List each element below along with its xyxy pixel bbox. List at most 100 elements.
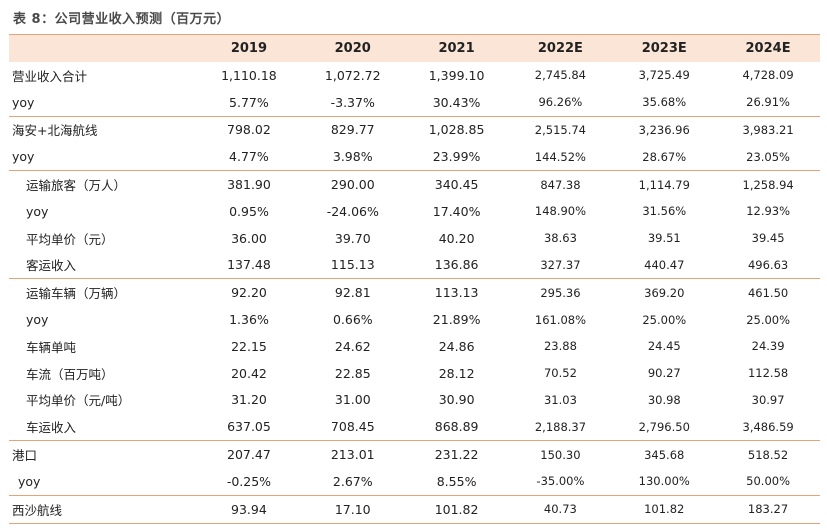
table-cell: 3,725.49: [638, 68, 690, 83]
table-cell: 290.00: [330, 177, 375, 193]
table-cell: 28.67%: [642, 149, 687, 164]
row-label: 运输车辆（万辆）: [26, 286, 127, 302]
table-cell: -24.06%: [326, 203, 379, 219]
table-cell: 12.93%: [746, 204, 791, 219]
table-cell: 829.77: [330, 122, 375, 138]
row-label: yoy: [12, 94, 35, 110]
table-cell: 90.27: [647, 366, 681, 381]
table-cell: 4,728.09: [742, 68, 794, 83]
header-cell-2023e: 2023E: [641, 41, 687, 56]
table-row: yoy 1.36% 0.66% 21.89% 161.08% 25.00% 25.00%: [9, 306, 820, 333]
table-cell: 144.52%: [534, 149, 586, 164]
table-cell: 213.01: [330, 447, 375, 463]
table-cell: 22.85: [334, 365, 371, 381]
table-cell: 30.97: [751, 392, 785, 407]
table-cell: 40.20: [438, 230, 475, 246]
table-title: 表 8：公司营业收入预测（百万元）: [13, 12, 231, 27]
table-row: 平均单价（元/吨） 31.20 31.00 30.90 31.03 30.98 30.97: [9, 387, 820, 414]
table-cell: 93.94: [231, 501, 267, 517]
row-label: yoy: [26, 203, 49, 219]
table-cell: 637.05: [227, 419, 271, 435]
table-cell: 8.55%: [436, 473, 477, 489]
table-cell: 207.47: [227, 447, 271, 463]
table-row: 西沙航线 93.94 17.10 101.82 40.73 101.82 183.27: [9, 494, 820, 524]
table-cell: 1,028.85: [428, 122, 485, 138]
table-cell: 113.13: [434, 285, 479, 301]
table-header-row: 2019 2020 2021 2022E 2023E 2024E: [9, 35, 820, 62]
table-cell: 327.37: [540, 257, 581, 272]
table-cell: 0.95%: [229, 203, 269, 219]
table-cell: 1,110.18: [221, 67, 277, 83]
table-cell: 518.52: [747, 447, 789, 462]
table-cell: 31.20: [231, 392, 267, 408]
table-row: yoy 4.77% 3.98% 23.99% 144.52% 28.67% 23.05%: [9, 143, 820, 170]
row-label: 平均单价（元）: [26, 231, 114, 247]
table-cell: 17.10: [334, 501, 371, 517]
table-row: 运输车辆（万辆） 92.20 92.81 113.13 295.36 369.20 461.…: [9, 278, 820, 306]
table-cell: 115.13: [330, 257, 375, 273]
table-cell: 39.45: [751, 231, 785, 246]
table-cell: 35.68%: [642, 95, 687, 110]
table-cell: 3,486.59: [742, 419, 794, 434]
table-cell: 39.51: [647, 231, 681, 246]
table-cell: 295.36: [540, 285, 581, 300]
row-label: yoy: [18, 473, 41, 489]
row-label: 海安+北海航线: [12, 123, 98, 139]
table-row: 平均单价（元） 36.00 39.70 40.20 38.63 39.51 39.45: [9, 225, 820, 252]
table-cell: 136.86: [434, 257, 479, 273]
row-label: 营业收入合计: [12, 68, 88, 84]
table-cell: 440.47: [644, 257, 685, 272]
row-label: 西沙航线: [12, 502, 63, 518]
table-row: 港口 207.47 213.01 231.22 150.30 345.68 518.52: [9, 440, 820, 468]
table-cell: 2,796.50: [638, 419, 690, 434]
table-cell: 28.12: [438, 365, 475, 381]
table-cell: 137.48: [227, 257, 271, 273]
table-cell: 30.90: [438, 392, 475, 408]
table-cell: 231.22: [434, 447, 479, 463]
table-cell: 26.91%: [746, 95, 790, 110]
row-label: yoy: [12, 149, 35, 165]
table-cell: 112.58: [747, 366, 789, 381]
table-cell: 31.56%: [642, 204, 687, 219]
table-cell: 92.81: [334, 285, 371, 301]
table-row: 海安+北海航线 798.02 829.77 1,028.85 2,515.74 3,236…: [9, 115, 820, 144]
table-cell: 3,983.21: [742, 122, 794, 137]
table-cell: 798.02: [227, 122, 271, 138]
table-cell: 36.00: [231, 230, 267, 246]
row-label: 平均单价（元/吨）: [26, 393, 131, 409]
row-label: 车流（百万吨）: [26, 366, 114, 382]
header-cell-2024e: 2024E: [745, 41, 791, 56]
table-row: 车流（百万吨） 20.42 22.85 28.12 70.52 90.27 112.58: [9, 360, 820, 387]
table-cell: 38.63: [543, 231, 577, 246]
header-cell-2020: 2020: [334, 41, 371, 56]
table-cell: 17.40%: [432, 203, 481, 219]
table-cell: 369.20: [644, 285, 685, 300]
table-cell: 25.00%: [642, 312, 687, 327]
table-cell: 868.89: [434, 419, 479, 435]
table-cell: 1,114.79: [638, 177, 690, 192]
table-cell: 50.00%: [746, 474, 791, 489]
table-cell: 2,515.74: [534, 122, 586, 137]
table-row: 车辆单吨 22.15 24.62 24.86 23.88 24.45 24.39: [9, 333, 820, 360]
table-cell: 24.62: [334, 338, 371, 354]
table-cell: 148.90%: [534, 204, 587, 219]
table-cell: 23.88: [543, 339, 577, 354]
table-cell: 708.45: [330, 419, 375, 435]
table-cell: 1.36%: [229, 312, 269, 328]
table-cell: 24.39: [751, 339, 785, 354]
header-cell-2019: 2019: [230, 41, 267, 56]
table-cell: 96.26%: [538, 95, 583, 110]
table-cell: 4.77%: [229, 149, 269, 165]
row-label: 客运收入: [26, 258, 77, 274]
table-cell: 3.98%: [332, 149, 373, 165]
table-cell: 345.68: [644, 447, 685, 462]
table-cell: 22.15: [231, 338, 267, 354]
table-cell: 31.00: [334, 392, 371, 408]
table-cell: 20.42: [231, 365, 267, 381]
table-cell: 5.77%: [229, 94, 269, 110]
header-cell-2021: 2021: [438, 41, 475, 56]
table-cell: 23.99%: [432, 149, 481, 165]
table-cell: 1,072.72: [324, 67, 381, 83]
row-label: yoy: [26, 312, 49, 328]
table-cell: 847.38: [540, 177, 581, 192]
